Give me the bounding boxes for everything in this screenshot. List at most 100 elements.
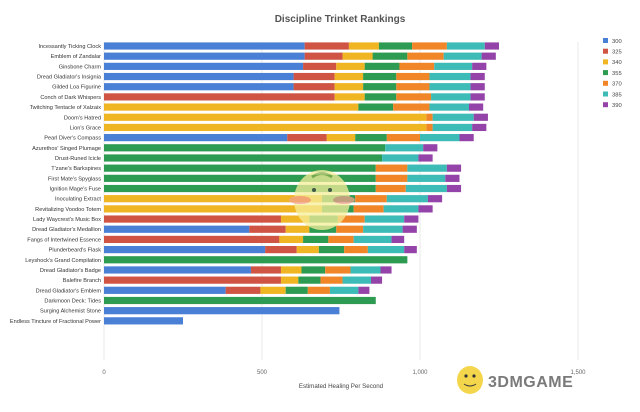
bar-segment-325 [104,93,335,101]
legend-swatch [603,91,608,97]
bar-segment-355 [104,184,376,193]
bar-segment-325 [225,286,261,294]
bar-segment-300 [104,72,294,81]
bar-segment-390 [427,195,443,203]
bar-segment-340 [334,72,364,81]
bar-segment-300 [104,42,305,50]
category-labels: Incessantly Ticking Clock Emblem of Zanda… [10,44,102,325]
bar-segment-390 [358,286,370,294]
bar-segment-355 [378,42,413,50]
legend-swatch [603,80,608,86]
chart-title: Discipline Trinket Rankings [275,14,406,25]
bar-segment-355 [104,154,383,162]
legend-label: 355 [612,71,622,77]
bar-segment-390 [423,144,438,152]
bar-segment-300 [104,52,305,60]
bar-segment-390 [404,246,417,254]
bar-segment-325 [104,235,280,244]
bar-segment-325 [104,215,281,223]
bar-segment-340 [280,215,310,223]
bar-segment-385 [429,103,469,111]
bar-segment-355 [372,52,408,60]
bar-segment-355 [355,134,387,142]
bar-segment-340 [104,113,427,121]
bar-segment-385 [386,195,428,203]
bar-segment-370 [399,62,435,70]
category-label: Surging Alchemist Stone [40,309,101,315]
bar-segment-390 [404,215,419,223]
bar-segment-370 [396,83,430,91]
x-axis-label: Estimated Healing Per Second [299,383,384,390]
bar-segment-390 [459,134,474,142]
category-label: First Mate's Spyglass [48,176,101,182]
legend-swatch [603,70,608,76]
bar-segment-340 [342,52,373,60]
bar-segment-370 [328,235,354,244]
bar-segment-390 [481,52,496,60]
bar-segment-390 [402,225,417,233]
bar-segment-390 [446,184,462,193]
bar-segment-385 [364,215,405,223]
bar-segment-370 [355,195,387,203]
bar-segment-340 [260,286,286,294]
legend-label: 390 [612,103,622,109]
x-tick-label: 1,000 [412,370,428,376]
bar-segment-355 [301,266,326,274]
bar-segment-370 [426,113,433,121]
bar-segment-325 [265,246,297,254]
bar-segment-300 [104,246,266,254]
legend-swatch [603,48,608,54]
category-label: Fangs of Intertwined Essence [27,237,101,243]
bar-segment-300 [104,286,226,294]
bar-segment-325 [303,62,337,70]
category-label: Inoculating Extract [55,197,101,203]
bar-segment-355 [364,62,400,70]
watermark-text: 3DMGAME [488,374,573,391]
bar-segment-370 [375,164,408,172]
category-label: Ignition Mage's Fuse [50,187,101,193]
legend-swatch [603,59,608,65]
bar-segment-390 [371,276,383,284]
bar-segment-370 [375,184,406,193]
bar-segment-390 [473,113,488,121]
bar-segment-300 [104,317,183,325]
category-label: Revitalizing Voodoo Totem [35,207,101,213]
bar-segment-390 [418,205,433,213]
x-tick-label: 500 [257,370,268,376]
bar-segment-390 [391,235,405,244]
bar-segment-385 [350,266,381,274]
bar-segment-390 [470,83,485,91]
bar-segment-355 [104,174,376,182]
bar-segment-355 [104,256,408,264]
x-tick-label: 1,500 [570,370,586,376]
bar-segment-390 [470,93,485,101]
bar-segment-340 [280,276,299,284]
bar-segment-390 [472,62,487,70]
category-label: Pearl Diver's Compass [44,136,101,142]
legend: 300 325 340 355 370 385 390 [603,38,622,109]
bar-segment-385 [431,93,471,101]
bar-segment-390 [484,42,499,50]
bar-segment-340 [334,93,365,101]
category-label: Emblem of Zandalar [51,54,102,60]
category-label: Gilded Loa Figurine [52,85,101,91]
bar-segment-340 [326,134,356,142]
bar-segment-340 [104,205,323,213]
3dmgame-logo: 3DMGAME [457,366,573,394]
bar-segment-325 [293,72,335,81]
legend-label: 300 [612,39,622,45]
bar-segment-370 [412,42,447,50]
category-label: Darkmoon Deck: Tides [44,299,101,305]
category-label: Endless Tincture of Fractional Power [10,319,101,325]
category-label: Dread Gladiator's Medallion [32,227,101,233]
legend-label: 325 [612,50,622,56]
bar-segment-340 [104,195,323,203]
category-label: Dread Gladiator's Insignia [37,75,102,81]
bar-segment-385 [429,72,471,81]
bar-segment-385 [429,83,471,91]
bar-segment-355 [364,93,397,101]
category-label: Leyshock's Grand Compilation [25,258,101,264]
bar-segment-325 [250,266,281,274]
bar-segment-340 [285,225,310,233]
